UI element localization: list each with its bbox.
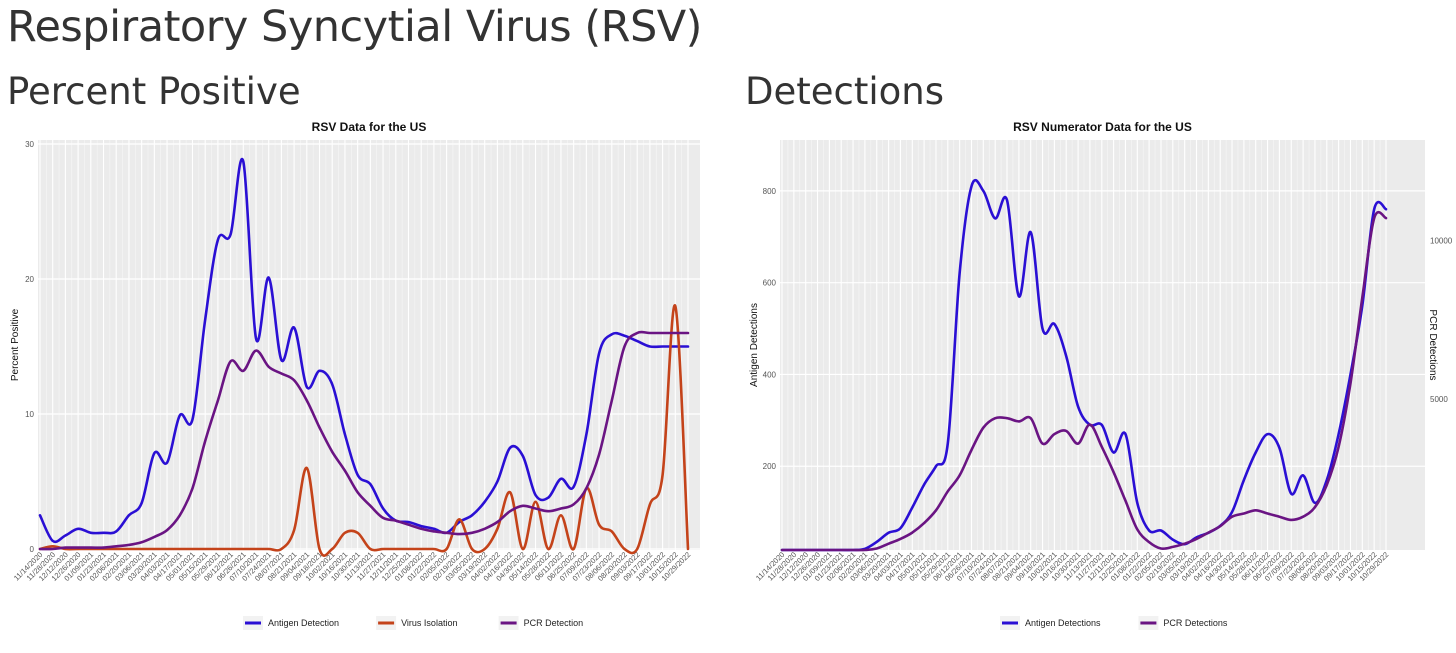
percent-positive-chart: 0 10 20 30 11/14/2020 11/28/2020 12/12/2020 12/… bbox=[0, 118, 715, 648]
plot-panel bbox=[780, 140, 1425, 550]
chart-title: RSV Data for the US bbox=[312, 120, 427, 134]
detections-chart: 200 400 600 800 5000 10000 11/14/2020 11/28/202… bbox=[740, 118, 1456, 648]
series-line-antigen-detection bbox=[38, 157, 690, 544]
y2-tick-label: 10000 bbox=[1430, 236, 1453, 245]
y-tick-label: 800 bbox=[763, 187, 777, 196]
y-tick-label: 600 bbox=[763, 279, 777, 288]
page-title: Respiratory Syncytial Virus (RSV) bbox=[7, 2, 702, 52]
y-axis-label: Percent Positive bbox=[10, 308, 21, 381]
series-line-virus-isolation bbox=[38, 304, 690, 557]
legend: Antigen Detections PCR Detections bbox=[1000, 616, 1228, 630]
legend-label-virus-isolation: Virus Isolation bbox=[401, 618, 457, 628]
legend-label-pcr-detections: PCR Detections bbox=[1163, 618, 1228, 628]
series-line-pcr-detection bbox=[38, 330, 690, 551]
legend-label-antigen-detection: Antigen Detection bbox=[268, 618, 339, 628]
legend-label-antigen-detections: Antigen Detections bbox=[1025, 618, 1101, 628]
y-tick-label: 400 bbox=[763, 370, 777, 379]
chart-title: RSV Numerator Data for the US bbox=[1013, 120, 1192, 134]
y-tick-label: 20 bbox=[25, 275, 34, 284]
y2-axis-label: PCR Detections bbox=[1427, 309, 1438, 380]
series-line-pcr-detections bbox=[780, 210, 1388, 552]
series-line-antigen-detections bbox=[780, 178, 1388, 552]
legend-label-pcr-detection: PCR Detection bbox=[524, 618, 584, 628]
legend: Antigen Detection Virus Isolation PCR Dete… bbox=[243, 616, 583, 630]
section-title-percent-positive: Percent Positive bbox=[7, 70, 301, 113]
percent-positive-chart-svg: 010203011/14/202011/28/202012/12/202012/… bbox=[10, 120, 700, 630]
y-tick-label: 200 bbox=[763, 462, 777, 471]
y-tick-label: 30 bbox=[25, 140, 34, 149]
y-tick-label: 0 bbox=[30, 545, 35, 554]
y2-tick-label: 5000 bbox=[1430, 395, 1448, 404]
y-tick-label: 10 bbox=[25, 410, 34, 419]
section-title-detections: Detections bbox=[745, 70, 945, 113]
detections-chart-svg: 20040060080050001000011/14/202011/28/202… bbox=[749, 120, 1453, 630]
y-axis-label: Antigen Detections bbox=[749, 303, 760, 387]
